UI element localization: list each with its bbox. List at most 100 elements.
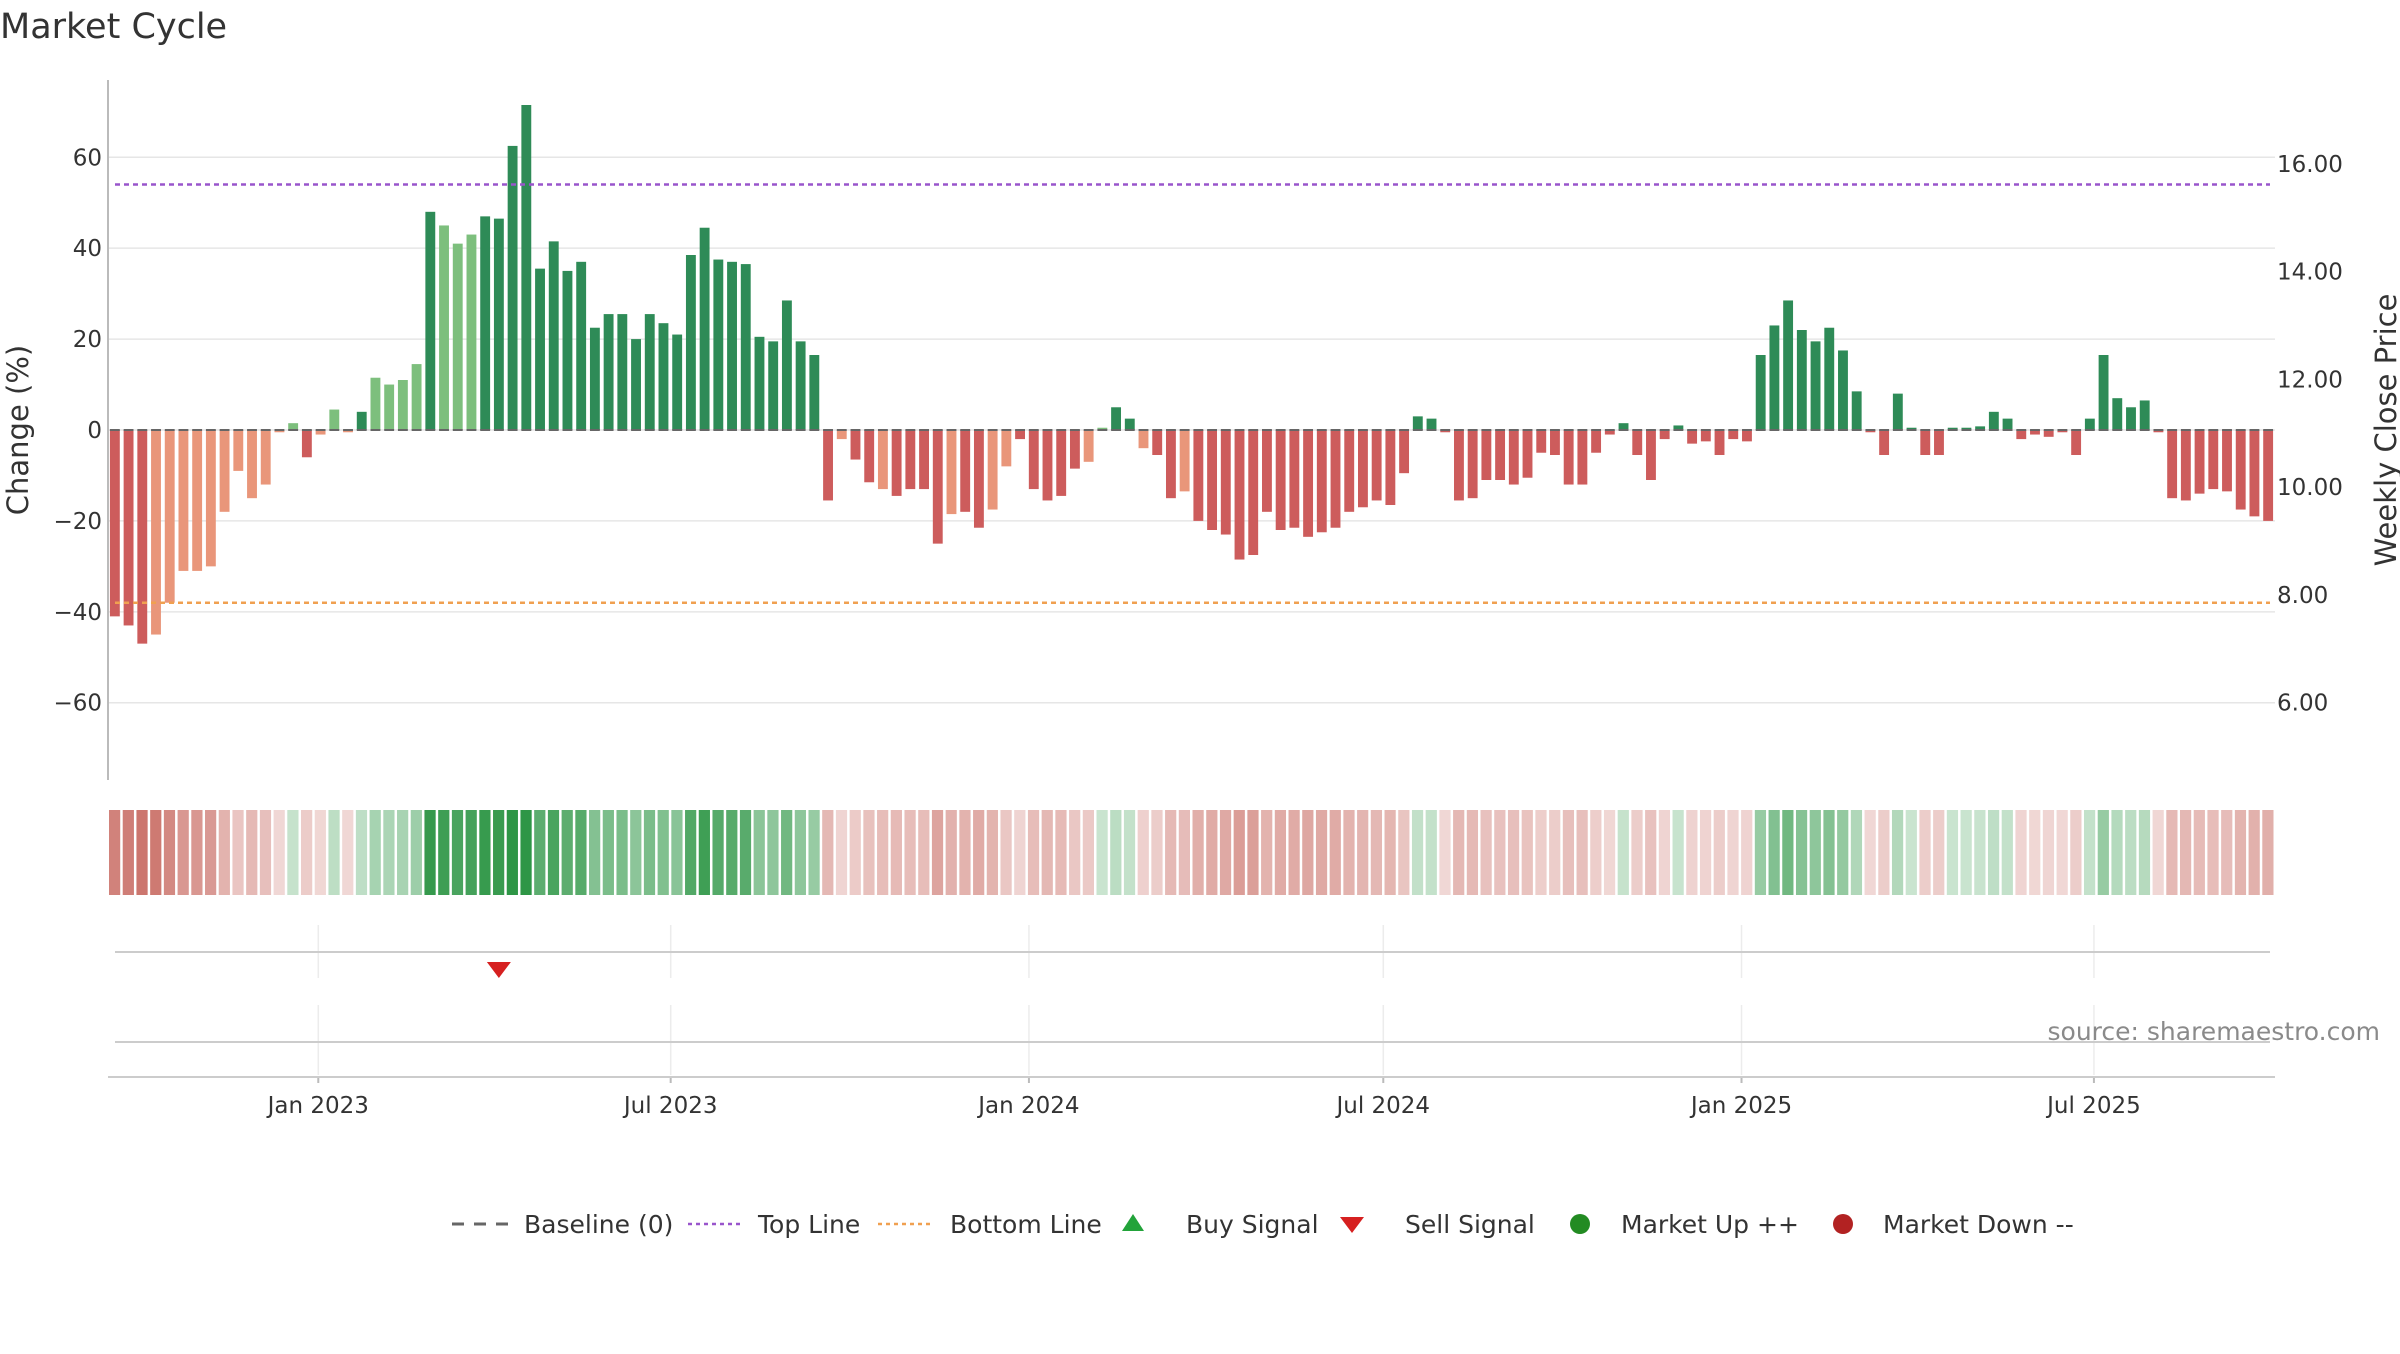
bar bbox=[480, 216, 491, 430]
legend-market-down-symbol bbox=[1833, 1214, 1853, 1234]
bar bbox=[1742, 430, 1752, 442]
legend-baseline-label: Baseline (0) bbox=[524, 1210, 673, 1239]
heat-cell bbox=[342, 810, 354, 895]
heat-cell bbox=[314, 810, 326, 895]
heat-cell bbox=[1809, 810, 1821, 895]
heat-cell bbox=[1960, 810, 1972, 895]
bar bbox=[1440, 430, 1451, 433]
bar bbox=[370, 377, 381, 430]
heat-cell bbox=[1288, 810, 1300, 895]
heat-cell bbox=[1041, 810, 1053, 895]
heat-cell bbox=[1384, 810, 1396, 895]
bar bbox=[233, 430, 244, 471]
legend-bottom-line-label: Bottom Line bbox=[950, 1210, 1102, 1239]
heat-cell bbox=[465, 810, 477, 895]
heat-cell bbox=[1878, 810, 1890, 895]
heat-cell bbox=[355, 810, 368, 895]
bar bbox=[411, 364, 422, 430]
bar bbox=[1069, 430, 1080, 469]
bar bbox=[1975, 426, 1986, 430]
bar bbox=[1577, 430, 1588, 485]
legend: Baseline (0) Top Line Bottom Line Buy Signa… bbox=[452, 1210, 2074, 1239]
bar bbox=[301, 430, 312, 458]
bar bbox=[2084, 418, 2095, 430]
bar bbox=[1673, 425, 1684, 430]
heat-cell bbox=[1014, 810, 1026, 895]
heat-cell bbox=[781, 810, 793, 895]
bar bbox=[960, 430, 971, 512]
heat-cell bbox=[1699, 810, 1712, 895]
heat-cell bbox=[1082, 810, 1094, 895]
heat-cell bbox=[1027, 810, 1040, 895]
bar bbox=[1769, 325, 1780, 430]
heat-cell bbox=[246, 810, 258, 895]
bar bbox=[2235, 430, 2246, 510]
heat-cell bbox=[1274, 810, 1287, 895]
heat-cell bbox=[1933, 810, 1945, 895]
heat-cell bbox=[753, 810, 765, 895]
heat-cell bbox=[383, 810, 395, 895]
heat-cell bbox=[177, 810, 189, 895]
heat-cell bbox=[1645, 810, 1657, 895]
y2-tick-label: 14.00 bbox=[2277, 260, 2343, 286]
bar bbox=[1618, 423, 1629, 430]
heat-cell bbox=[1357, 810, 1369, 895]
heat-cell bbox=[2262, 810, 2274, 895]
bar bbox=[658, 323, 669, 430]
heat-cell bbox=[877, 810, 889, 895]
bar bbox=[397, 380, 408, 430]
bar bbox=[1783, 300, 1794, 430]
heat-cell bbox=[2193, 810, 2205, 895]
heat-cell bbox=[904, 810, 916, 895]
heat-cell bbox=[1672, 810, 1684, 895]
bar bbox=[205, 430, 216, 567]
heat-cell bbox=[2015, 810, 2027, 895]
heat-cell bbox=[1192, 810, 1204, 895]
bar bbox=[192, 430, 203, 571]
heat-cell bbox=[918, 810, 930, 895]
heat-cell bbox=[1233, 810, 1245, 895]
bar bbox=[1097, 427, 1108, 430]
heat-cell bbox=[575, 810, 587, 895]
heat-cell bbox=[657, 810, 669, 895]
bar bbox=[548, 241, 559, 430]
bar bbox=[1234, 430, 1245, 560]
heat-cell bbox=[232, 810, 244, 895]
heat-cell bbox=[1411, 810, 1424, 895]
legend-market-up-symbol bbox=[1570, 1214, 1590, 1234]
heat-cell bbox=[287, 810, 299, 895]
bar bbox=[932, 430, 943, 544]
bar bbox=[850, 430, 861, 460]
bar bbox=[2002, 418, 2013, 430]
bar bbox=[1138, 430, 1149, 449]
bar bbox=[109, 430, 120, 617]
heat-cell bbox=[1343, 810, 1355, 895]
heat-cell bbox=[1123, 810, 1136, 895]
bar bbox=[1522, 430, 1533, 478]
bar bbox=[1481, 430, 1492, 480]
bar bbox=[2153, 430, 2164, 433]
heat-cell bbox=[1055, 810, 1067, 895]
source-annotation: source: sharemaestro.com bbox=[2048, 1017, 2381, 1046]
heat-cell bbox=[424, 810, 436, 895]
heat-cell bbox=[1891, 810, 1904, 895]
bar bbox=[1111, 407, 1122, 430]
bar bbox=[1330, 430, 1341, 528]
heat-cell bbox=[259, 810, 272, 895]
heat-cell bbox=[1562, 810, 1575, 895]
signal-strip bbox=[115, 951, 2270, 1043]
legend-buy-signal-label: Buy Signal bbox=[1186, 1210, 1319, 1239]
heat-cell bbox=[1617, 810, 1629, 895]
bar bbox=[644, 314, 655, 430]
bar bbox=[1961, 427, 1972, 430]
heat-cell bbox=[1535, 810, 1547, 895]
heat-cell bbox=[726, 810, 738, 895]
heat-cell bbox=[1069, 810, 1081, 895]
heat-cell bbox=[1329, 810, 1341, 895]
heat-cell bbox=[1590, 810, 1602, 895]
heat-cell bbox=[959, 810, 971, 895]
heat-cell bbox=[1096, 810, 1108, 895]
bar bbox=[713, 259, 724, 430]
heat-cell bbox=[1850, 810, 1863, 895]
